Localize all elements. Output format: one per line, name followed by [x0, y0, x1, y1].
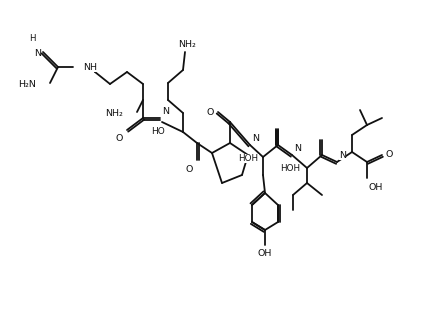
Text: OH: OH	[368, 183, 382, 192]
Text: H: H	[30, 33, 36, 42]
Text: N: N	[293, 144, 300, 153]
Text: O: O	[385, 150, 392, 159]
Text: HOH: HOH	[279, 164, 299, 173]
Text: HOH: HOH	[237, 154, 257, 163]
Text: O: O	[185, 165, 193, 174]
Text: O: O	[206, 108, 214, 117]
Text: N: N	[338, 151, 345, 160]
Text: N: N	[251, 134, 258, 143]
Text: NH₂: NH₂	[178, 40, 195, 49]
Text: H₂N: H₂N	[18, 79, 36, 88]
Text: NH₂: NH₂	[105, 109, 123, 118]
Text: N: N	[34, 49, 41, 58]
Text: O: O	[115, 134, 123, 143]
Text: NH: NH	[83, 63, 97, 71]
Text: N: N	[161, 107, 169, 116]
Text: OH: OH	[257, 249, 272, 258]
Text: HO: HO	[151, 127, 164, 136]
